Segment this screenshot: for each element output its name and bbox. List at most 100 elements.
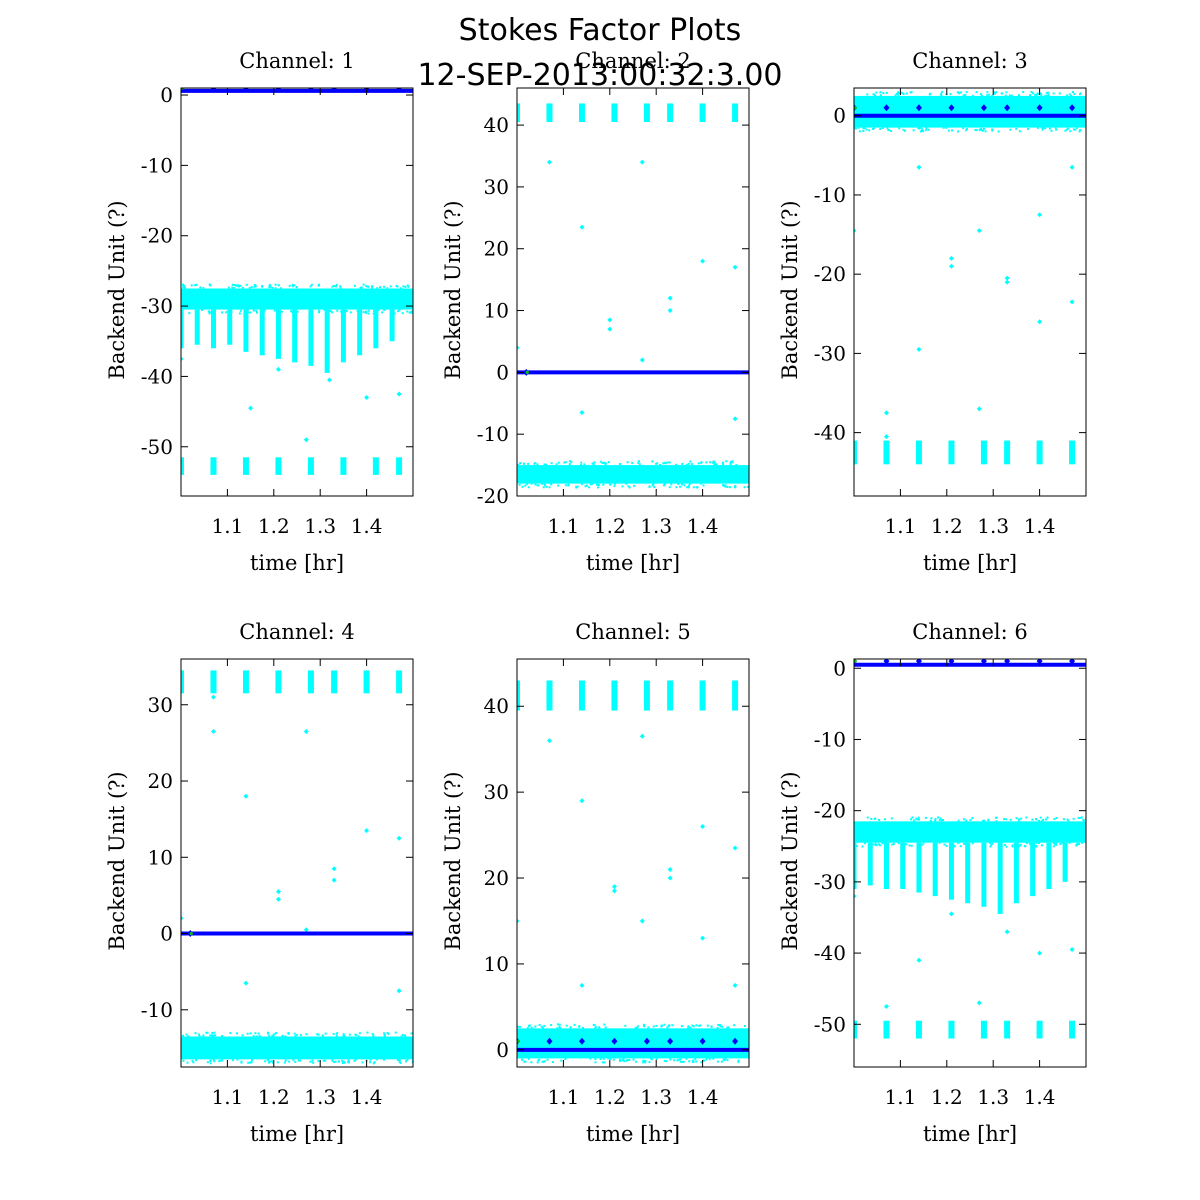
band-fringe-point bbox=[626, 1059, 629, 1062]
band-fringe-point bbox=[198, 1035, 201, 1038]
band-fringe-point bbox=[982, 127, 985, 130]
x-tick-label: 1.2 bbox=[594, 514, 626, 538]
band-fringe-point bbox=[236, 1032, 239, 1035]
band-fringe-point bbox=[557, 484, 560, 487]
outlier-point bbox=[639, 918, 645, 924]
band-fringe-point bbox=[398, 309, 401, 312]
band-fringe-point bbox=[580, 461, 583, 464]
band-fringe-point bbox=[378, 286, 381, 289]
outlier-point bbox=[1069, 299, 1075, 305]
data-cluster bbox=[275, 670, 282, 694]
band-fringe-point bbox=[691, 1024, 694, 1027]
band-fringe-point bbox=[1068, 93, 1071, 96]
band-fringe-point bbox=[568, 460, 571, 463]
data-spike bbox=[181, 309, 184, 349]
band-fringe-point bbox=[331, 1059, 334, 1062]
band-fringe-point bbox=[917, 818, 920, 821]
band-fringe-point bbox=[209, 311, 212, 314]
band-fringe-point bbox=[621, 1059, 624, 1062]
data-cluster bbox=[1004, 1020, 1011, 1039]
band-fringe-point bbox=[583, 463, 586, 466]
data-cluster bbox=[396, 670, 403, 694]
mean-marker bbox=[546, 1037, 553, 1045]
band-fringe-point bbox=[709, 461, 712, 464]
band-fringe-point bbox=[1050, 129, 1053, 132]
figure-title: Stokes Factor Plots bbox=[459, 13, 742, 48]
band-fringe-point bbox=[560, 1059, 563, 1062]
outlier-point bbox=[607, 317, 613, 323]
band-fringe-point bbox=[598, 1026, 601, 1029]
band-fringe-point bbox=[1025, 816, 1028, 819]
band-fringe-point bbox=[1047, 94, 1050, 97]
data-cluster bbox=[1036, 1020, 1043, 1039]
band-fringe-point bbox=[874, 94, 877, 97]
band-fringe-point bbox=[283, 1061, 286, 1064]
band-fringe-point bbox=[873, 817, 876, 820]
band-fringe-point bbox=[582, 1026, 585, 1029]
band-fringe-point bbox=[689, 460, 692, 463]
band-fringe-point bbox=[202, 287, 205, 290]
outlier-point bbox=[883, 410, 889, 416]
data-cluster bbox=[340, 457, 347, 475]
outlier-point bbox=[916, 164, 922, 170]
band-fringe-point bbox=[969, 818, 972, 821]
y-tick-label: 10 bbox=[484, 299, 509, 323]
band-fringe-point bbox=[247, 311, 250, 314]
band-fringe-point bbox=[623, 1060, 626, 1063]
data-spike bbox=[916, 842, 922, 893]
band-fringe-point bbox=[556, 1027, 559, 1030]
band-fringe-point bbox=[241, 1034, 244, 1037]
band-fringe-point bbox=[383, 1032, 386, 1035]
band-fringe-point bbox=[317, 1033, 320, 1036]
band-fringe-point bbox=[184, 286, 187, 289]
outlier-point bbox=[243, 793, 249, 799]
mean-marker bbox=[1036, 104, 1043, 112]
band-fringe-point bbox=[648, 1061, 651, 1064]
band-fringe-point bbox=[397, 310, 400, 313]
band-fringe-point bbox=[974, 129, 977, 132]
mean-marker bbox=[275, 88, 282, 92]
band-fringe-point bbox=[957, 130, 960, 133]
band-fringe-point bbox=[1039, 92, 1042, 95]
outlier-point bbox=[976, 406, 982, 412]
panel-title: Channel: 4 bbox=[239, 620, 354, 644]
band-fringe-point bbox=[1038, 93, 1041, 96]
band-fringe-point bbox=[702, 484, 705, 487]
band-fringe-point bbox=[242, 287, 245, 290]
outlier-point bbox=[181, 915, 184, 921]
band-fringe-point bbox=[214, 1034, 217, 1037]
band-fringe-point bbox=[205, 1031, 208, 1034]
band-fringe-point bbox=[991, 128, 994, 131]
mean-marker bbox=[242, 88, 249, 92]
band-fringe-point bbox=[631, 461, 634, 464]
band-fringe-point bbox=[957, 842, 960, 845]
band-fringe-point bbox=[530, 1026, 533, 1029]
band-fringe-point bbox=[332, 1032, 335, 1035]
band-fringe-point bbox=[945, 844, 948, 847]
band-fringe-point bbox=[909, 91, 912, 94]
band-fringe-point bbox=[269, 285, 272, 288]
band-fringe-point bbox=[518, 1026, 521, 1029]
band-fringe-point bbox=[594, 1026, 597, 1029]
band-fringe-point bbox=[725, 460, 728, 463]
data-cluster bbox=[643, 103, 650, 122]
band-fringe-point bbox=[912, 129, 915, 132]
band-fringe-point bbox=[249, 311, 252, 314]
band-fringe-point bbox=[407, 285, 410, 288]
band-fringe-point bbox=[543, 463, 546, 466]
band-fringe-point bbox=[317, 1060, 320, 1063]
outlier-point bbox=[611, 888, 617, 894]
data-band bbox=[181, 1036, 413, 1060]
outlier-point bbox=[732, 982, 738, 988]
outlier-point bbox=[243, 980, 249, 986]
band-fringe-point bbox=[604, 463, 607, 466]
outlier-point bbox=[667, 295, 673, 301]
band-fringe-point bbox=[991, 842, 994, 845]
band-fringe-point bbox=[349, 311, 352, 314]
band-fringe-point bbox=[965, 129, 968, 132]
band-fringe-point bbox=[687, 1026, 690, 1029]
mean-marker bbox=[331, 88, 338, 92]
data-cluster bbox=[699, 680, 706, 711]
band-fringe-point bbox=[236, 1058, 239, 1061]
band-fringe-point bbox=[911, 816, 914, 819]
